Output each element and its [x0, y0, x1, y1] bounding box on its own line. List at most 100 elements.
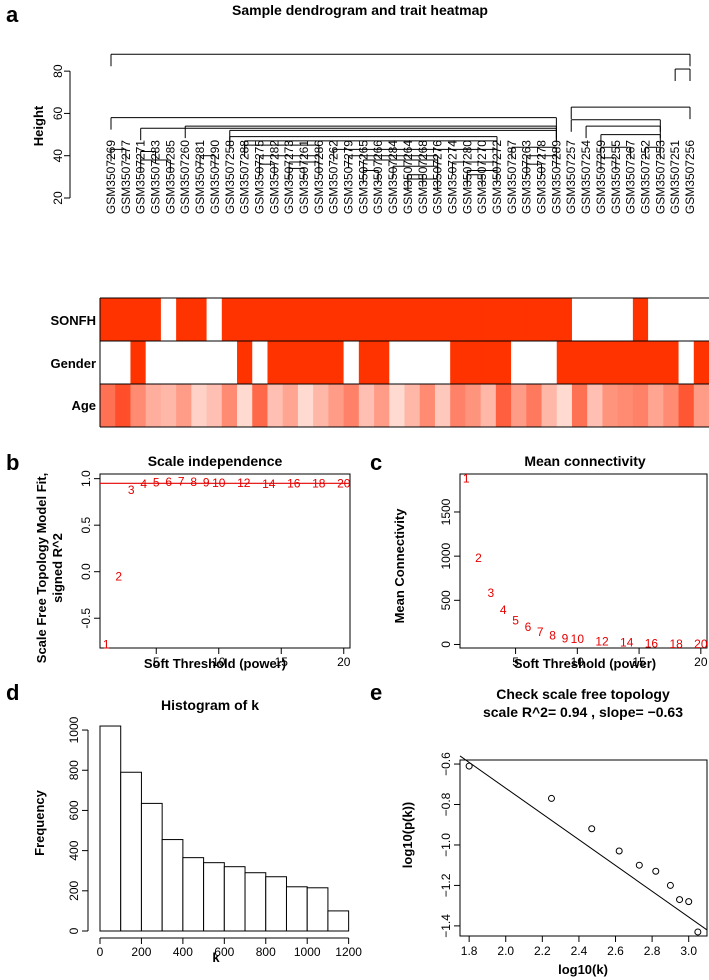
heat-cell-Age-10 [252, 384, 269, 427]
leaf-label-GSM3507290: GSM3507290 [208, 140, 222, 214]
heat-cell-SONFH-29 [541, 298, 558, 341]
panel-c-mean-connectivity: Mean connectivity Soft Threshold (power)… [392, 453, 708, 671]
heat-cell-SONFH-39 [693, 298, 709, 341]
y-tick-label: −1.0 [439, 833, 453, 857]
histogram-bar-700 [244, 872, 267, 932]
leaf-label-GSM3507251: GSM3507251 [668, 140, 682, 214]
leaf-label-GSM3507279: GSM3507279 [342, 140, 356, 214]
heat-cell-SONFH-12 [282, 298, 299, 341]
x-tick-label: 20 [694, 655, 708, 669]
panel-e-scale-free-topology: Check scale free topology scale R^2= 0.9… [400, 686, 708, 977]
data-point-9 [694, 928, 702, 936]
heat-cell-SONFH-28 [526, 298, 543, 341]
panel-e-subtitle: scale R^2= 0.94 , slope= −0.63 [483, 704, 683, 720]
x-tick-label: 10 [571, 655, 585, 669]
plot-frame [99, 473, 351, 649]
leaf-label-GSM3507257: GSM3507257 [564, 140, 578, 214]
leaf-label-GSM3507260: GSM3507260 [178, 140, 192, 214]
heat-cell-Gender-8 [221, 341, 238, 384]
data-point-0 [465, 762, 473, 770]
heat-cell-Gender-27 [511, 341, 527, 384]
leaf-label-GSM3507256: GSM3507256 [683, 140, 697, 214]
heat-cell-Age-8 [221, 384, 238, 427]
heat-cell-Age-6 [191, 384, 208, 427]
leaf-label-GSM3507253: GSM3507253 [653, 140, 667, 214]
panel-a-y-axis: 20 40 60 80 [51, 64, 71, 205]
leaf-label-GSM3507266: GSM3507266 [371, 140, 385, 214]
point-label-2: 2 [475, 551, 482, 565]
histogram-bar-100 [120, 771, 142, 932]
y-tick-label: 200 [67, 880, 81, 900]
point-label-5: 5 [153, 475, 160, 489]
histogram-bar-300 [161, 839, 184, 932]
heat-cell-SONFH-22 [434, 298, 451, 341]
heat-cell-SONFH-15 [328, 298, 345, 341]
heat-cell-Gender-19 [389, 341, 406, 384]
heat-cell-Age-3 [145, 384, 162, 427]
heat-cell-SONFH-2 [130, 298, 147, 341]
heat-cell-Gender-34 [617, 341, 634, 384]
point-label-6: 6 [525, 620, 532, 634]
panel-letter-c: c [370, 450, 382, 475]
y-tick-label: 500 [439, 590, 453, 610]
dendrogram-leaf-labels: GSM3507269 GSM3507277 GSM3507271 GSM3507283… [104, 140, 697, 214]
heat-cell-SONFH-6 [191, 298, 208, 341]
heat-cell-SONFH-38 [678, 298, 695, 341]
point-label-18: 18 [669, 637, 683, 651]
heat-cell-Age-11 [267, 384, 284, 427]
heat-cell-SONFH-32 [587, 298, 604, 341]
heat-cell-SONFH-1 [115, 298, 132, 341]
heat-cell-Gender-37 [663, 341, 680, 384]
leaf-label-GSM3507264: GSM3507264 [401, 140, 415, 214]
heat-cell-Gender-36 [648, 341, 664, 384]
heat-cell-SONFH-25 [480, 298, 497, 341]
heat-cell-Gender-39 [693, 341, 709, 384]
leaf-label-GSM3507277: GSM3507277 [119, 140, 133, 214]
y-tick-label: 0.5 [79, 517, 93, 534]
point-label-2: 2 [115, 569, 122, 583]
heat-cell-SONFH-0 [100, 298, 116, 341]
leaf-label-GSM3507273: GSM3507273 [282, 140, 296, 214]
leaf-label-GSM3507274: GSM3507274 [445, 140, 459, 214]
point-label-1: 1 [463, 471, 470, 485]
heat-cell-Age-7 [206, 384, 223, 427]
point-label-16: 16 [645, 636, 659, 650]
x-tick-label: 2.0 [497, 944, 514, 958]
y-tick-label: 800 [67, 760, 81, 780]
heat-cell-Gender-0 [100, 341, 116, 384]
leaf-label-GSM3507267: GSM3507267 [624, 140, 638, 214]
panel-letter-e: e [370, 680, 382, 705]
leaf-label-GSM3507289: GSM3507289 [549, 140, 563, 214]
trait-label-sonfh: SONFH [51, 313, 97, 328]
heat-cell-Gender-5 [176, 341, 192, 384]
heat-cell-Gender-25 [480, 341, 497, 384]
histogram-bar-1000 [306, 887, 329, 932]
heat-cell-SONFH-36 [648, 298, 664, 341]
leaf-label-GSM3507263: GSM3507263 [520, 140, 534, 214]
leaf-label-GSM3507259: GSM3507259 [594, 140, 608, 214]
data-point-1 [547, 794, 555, 802]
panel-b-ylabel-line1: Scale Free Topology Model Fit, [34, 473, 49, 663]
heat-cell-SONFH-35 [632, 298, 649, 341]
heat-cell-Age-0 [100, 384, 116, 427]
heat-cell-Age-18 [374, 384, 390, 427]
leaf-label-GSM3507280: GSM3507280 [460, 140, 474, 214]
heat-cell-Gender-4 [160, 341, 177, 384]
heat-cell-Gender-13 [297, 341, 314, 384]
x-tick-label: 3.0 [680, 944, 697, 958]
panel-letter-a: a [6, 2, 19, 27]
heat-cell-Gender-21 [419, 341, 436, 384]
x-tick-label: 1.8 [461, 944, 478, 958]
leaf-label-GSM3507268: GSM3507268 [416, 140, 430, 214]
data-point-6 [666, 881, 674, 889]
histogram-bar-500 [203, 862, 225, 932]
heat-cell-Age-36 [648, 384, 664, 427]
heat-cell-Age-13 [297, 384, 314, 427]
heat-cell-Age-27 [511, 384, 527, 427]
point-label-14: 14 [262, 477, 276, 491]
data-point-2 [588, 825, 596, 833]
point-label-8: 8 [549, 629, 556, 643]
heat-cell-Age-15 [328, 384, 345, 427]
heat-cell-Gender-24 [465, 341, 482, 384]
